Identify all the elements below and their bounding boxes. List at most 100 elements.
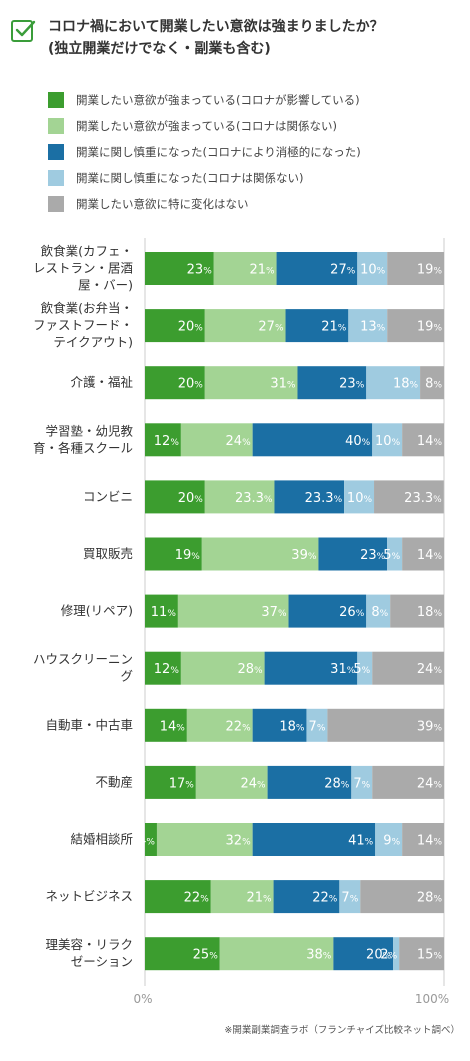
legend-swatch — [48, 92, 64, 108]
data-label: 8% — [425, 377, 442, 392]
bar-segment — [219, 937, 334, 971]
bar-segment — [213, 252, 277, 285]
data-label: 39% — [291, 548, 317, 563]
category-label: 屋・バー) — [78, 278, 133, 293]
data-label: 37% — [261, 605, 287, 620]
bar-segment — [366, 594, 391, 628]
bar-segment — [186, 708, 253, 742]
data-label: 12% — [154, 434, 180, 449]
category-label: 結婚相談所 — [70, 832, 133, 847]
chart-title-block: コロナ禍において開業したい意欲は強まりましたか？ (独立開業だけでなく・副業も含… — [48, 16, 468, 60]
category-label: レストラン・居酒 — [33, 261, 133, 276]
bar-segment — [145, 366, 205, 400]
bar-segment — [285, 309, 349, 343]
bar-segment — [145, 252, 214, 285]
bar-segment — [145, 594, 178, 628]
data-label: 31% — [270, 377, 296, 392]
x-tick-label: 0% — [133, 992, 152, 1006]
bar-segment — [180, 423, 253, 457]
data-label: 32% — [226, 834, 252, 849]
bar-segment — [387, 537, 403, 571]
data-label: 10% — [347, 491, 373, 506]
legend-swatch — [48, 118, 64, 134]
legend-item: 開業したい意欲が強まっている(コロナが影響している) — [48, 88, 458, 114]
data-label: 5% — [353, 662, 370, 677]
data-label: 23.3% — [404, 491, 442, 506]
data-label: 18% — [393, 377, 419, 392]
bar-segment — [372, 423, 403, 457]
bar-segment — [180, 651, 265, 685]
data-label: 5% — [383, 548, 400, 563]
bar-segment — [375, 823, 403, 856]
data-label: 20% — [178, 377, 204, 392]
legend-item: 開業したい意欲に特に変化はない — [48, 192, 458, 218]
chart-legend: 開業したい意欲が強まっている(コロナが影響している) 開業したい意欲が強まっている… — [48, 88, 458, 218]
data-label: 20% — [178, 320, 204, 335]
data-label: 21% — [249, 263, 275, 278]
data-label: 39% — [417, 719, 443, 734]
data-label: 19% — [175, 548, 201, 563]
data-label: 24% — [240, 776, 266, 791]
legend-label: 開業に関し慎重になった(コロナは関係ない) — [76, 171, 304, 185]
data-label: 20% — [366, 948, 392, 963]
bar-segment — [372, 765, 444, 799]
bar-segment — [374, 480, 444, 514]
legend-item: 開業に関し慎重になった(コロナにより消極的になった) — [48, 140, 458, 166]
data-label: 14% — [417, 434, 443, 449]
bar-segment — [351, 765, 373, 799]
category-label: 介護・福祉 — [70, 375, 133, 390]
legend-swatch — [48, 196, 64, 212]
data-label: 19% — [417, 320, 443, 335]
category-label: 買取販売 — [83, 546, 133, 561]
bar-segment — [195, 765, 268, 799]
bar-segment — [145, 423, 181, 457]
data-label: 28% — [237, 662, 263, 677]
bar-segment — [348, 309, 388, 343]
bar-segment — [276, 252, 358, 285]
bar-segment — [344, 480, 375, 514]
category-label: ネットビジネス — [45, 889, 133, 904]
bar-segment — [399, 937, 444, 971]
bar-segment — [264, 651, 358, 685]
bar-segment — [145, 823, 157, 856]
bar-segment — [402, 537, 444, 571]
bar-segment — [318, 537, 388, 571]
bar-segment — [145, 708, 187, 742]
data-label: 19% — [417, 263, 443, 278]
bar-segment — [306, 708, 328, 742]
bar-segment — [156, 823, 253, 856]
data-label: 11% — [151, 605, 177, 620]
data-label: 27% — [258, 320, 284, 335]
bar-segment — [387, 309, 444, 343]
data-label: 21% — [321, 320, 347, 335]
data-label: 17% — [169, 776, 195, 791]
data-label: 13% — [360, 320, 386, 335]
bar-segment — [204, 309, 286, 343]
legend-item: 開業したい意欲が強まっている(コロナは関係ない) — [48, 114, 458, 140]
category-label: 理美容・リラク — [45, 937, 133, 952]
bar-segment — [177, 594, 289, 628]
data-label: 10% — [360, 263, 386, 278]
data-label: 10% — [375, 434, 401, 449]
data-label: 24% — [417, 776, 443, 791]
chart-subtitle: (独立開業だけでなく・副業も含む) — [48, 41, 271, 57]
bar-segment — [252, 423, 373, 457]
bar-segment — [145, 480, 205, 514]
category-label: ゼーション — [71, 954, 133, 969]
data-label: 9% — [383, 834, 400, 849]
legend-label: 開業したい意欲が強まっている(コロナは関係ない) — [76, 119, 337, 133]
category-label: 不動産 — [95, 774, 133, 789]
category-label: 学習塾・幼児教 — [45, 423, 133, 438]
category-label: コンビニ — [83, 489, 133, 504]
bar-segment — [252, 708, 307, 742]
bar-segment — [145, 651, 181, 685]
data-label: 22% — [184, 891, 210, 906]
data-label: 28% — [417, 891, 443, 906]
data-label: 40% — [345, 434, 371, 449]
data-label: 7% — [309, 719, 326, 734]
bar-segment — [366, 366, 421, 400]
data-label: 41% — [348, 834, 374, 849]
bar-segment — [145, 880, 211, 914]
data-label: 23.3% — [305, 491, 343, 506]
